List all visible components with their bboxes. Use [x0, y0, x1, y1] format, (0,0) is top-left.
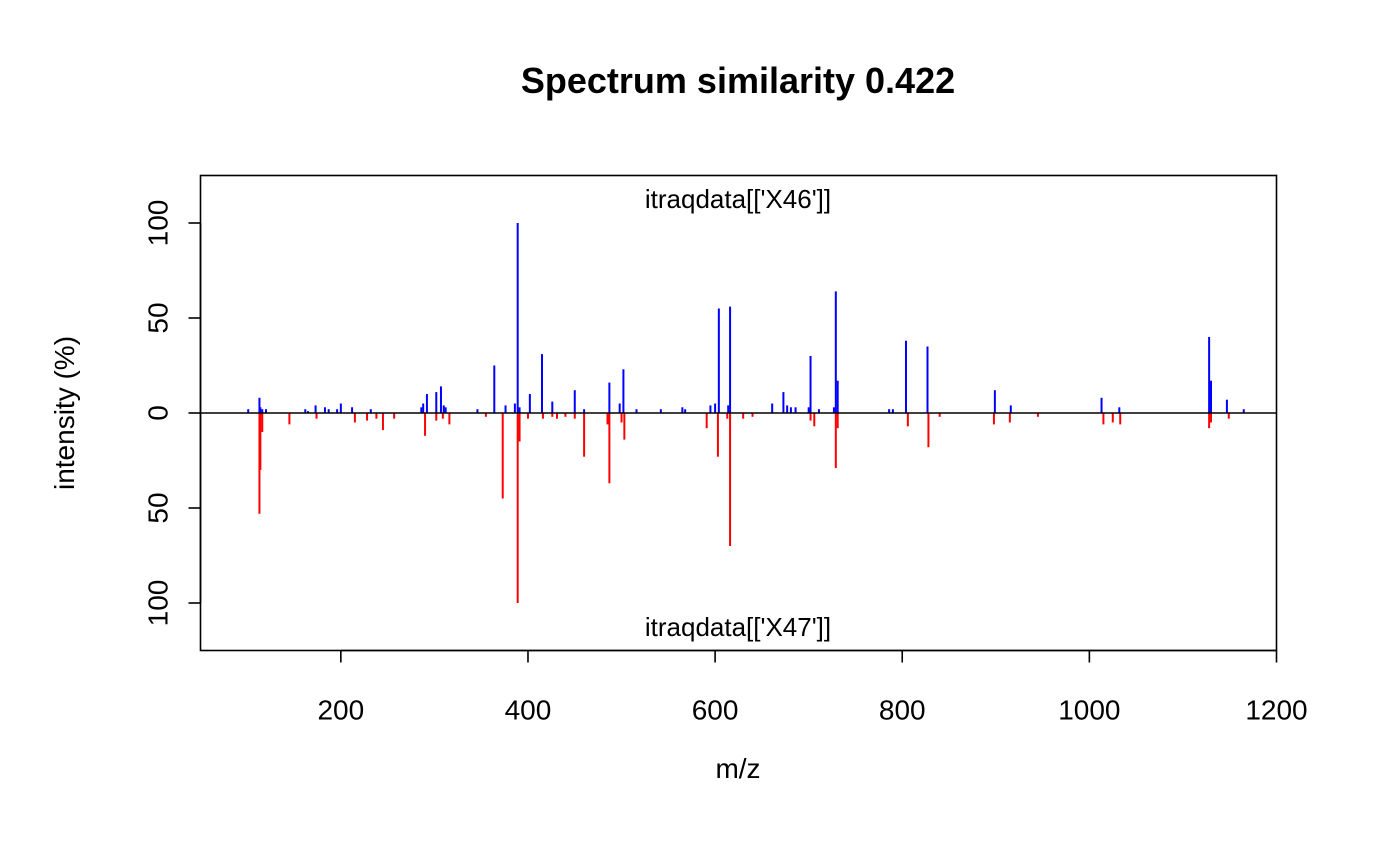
- chart-title: Spectrum similarity 0.422: [521, 60, 955, 101]
- plot-area: [200, 223, 1277, 603]
- y-axis-label: intensity (%): [49, 336, 80, 490]
- y-axis: 100 50 0 50 100: [143, 200, 202, 627]
- x-tick-label: 1000: [1058, 695, 1120, 726]
- y-tick-label: 0: [143, 405, 174, 421]
- x-tick-label: 600: [692, 695, 739, 726]
- top-spectrum-series: [247, 223, 1245, 413]
- x-tick-label: 400: [505, 695, 552, 726]
- x-axis-label: m/z: [715, 753, 760, 784]
- bottom-spectrum-series: [258, 413, 1230, 603]
- y-tick-label: 100: [143, 580, 174, 627]
- y-tick-label: 100: [143, 200, 174, 247]
- x-tick-label: 800: [879, 695, 926, 726]
- bottom-spectrum-label: itraqdata[['X47']]: [645, 612, 831, 642]
- x-tick-label: 200: [317, 695, 364, 726]
- x-axis: 200 400 600 800 1000 1200: [317, 649, 1308, 726]
- x-tick-label: 1200: [1245, 695, 1307, 726]
- y-tick-label: 50: [143, 492, 174, 523]
- y-tick-label: 50: [143, 302, 174, 333]
- top-spectrum-label: itraqdata[['X46']]: [645, 184, 831, 214]
